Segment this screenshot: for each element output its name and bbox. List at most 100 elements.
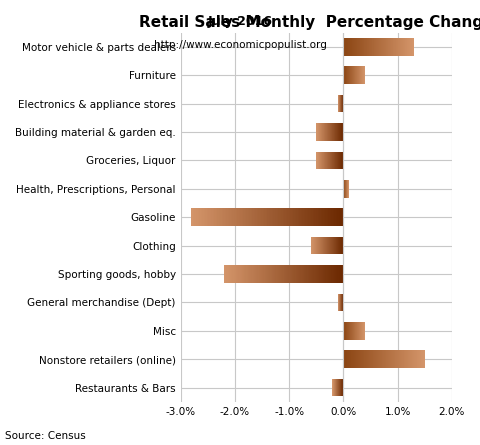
Bar <box>269 208 270 226</box>
Bar <box>360 38 361 56</box>
Bar <box>403 38 404 56</box>
Bar <box>304 208 305 226</box>
Bar <box>357 350 358 368</box>
Bar <box>399 350 400 368</box>
Bar <box>363 38 364 56</box>
Bar <box>330 208 331 226</box>
Bar <box>262 265 264 283</box>
Bar <box>336 208 337 226</box>
Bar <box>257 208 258 226</box>
Bar <box>210 208 211 226</box>
Bar <box>396 350 397 368</box>
Bar <box>319 208 321 226</box>
Bar <box>395 350 396 368</box>
Bar <box>256 265 257 283</box>
Bar <box>404 38 405 56</box>
Bar <box>325 208 326 226</box>
Bar <box>339 208 340 226</box>
Bar <box>340 265 341 283</box>
Bar <box>261 265 262 283</box>
Bar <box>266 208 267 226</box>
Bar <box>394 350 395 368</box>
Bar <box>416 350 417 368</box>
Bar <box>228 208 229 226</box>
Bar <box>348 350 349 368</box>
Bar <box>293 208 295 226</box>
Bar <box>396 38 397 56</box>
Bar <box>276 265 278 283</box>
Bar <box>316 265 317 283</box>
Bar <box>371 350 372 368</box>
Bar <box>235 265 236 283</box>
Bar <box>248 265 249 283</box>
Bar <box>348 38 349 56</box>
Bar <box>322 265 323 283</box>
Bar <box>208 208 210 226</box>
Bar <box>268 265 269 283</box>
Bar <box>320 265 321 283</box>
Bar <box>409 38 410 56</box>
Bar <box>292 265 293 283</box>
Bar <box>271 265 272 283</box>
Bar <box>401 38 402 56</box>
Bar <box>362 350 363 368</box>
Bar <box>264 208 266 226</box>
Bar <box>207 208 208 226</box>
Bar <box>309 265 310 283</box>
Bar <box>199 208 201 226</box>
Bar <box>243 265 244 283</box>
Bar <box>402 350 403 368</box>
Bar <box>343 38 344 56</box>
Bar <box>278 208 279 226</box>
Bar <box>388 38 389 56</box>
Bar <box>258 208 260 226</box>
Bar <box>389 38 390 56</box>
Bar <box>345 38 346 56</box>
Bar <box>383 350 384 368</box>
Bar <box>299 265 300 283</box>
Bar <box>418 350 419 368</box>
Bar <box>193 208 194 226</box>
Bar <box>263 208 264 226</box>
Bar <box>347 350 348 368</box>
Bar <box>317 265 318 283</box>
Bar <box>390 38 391 56</box>
Bar <box>413 350 414 368</box>
Bar <box>281 208 283 226</box>
Bar <box>317 208 319 226</box>
Bar <box>370 38 371 56</box>
Bar <box>353 38 354 56</box>
Bar <box>254 208 255 226</box>
Bar <box>302 208 304 226</box>
Bar <box>240 265 242 283</box>
Bar <box>380 38 381 56</box>
Bar <box>388 350 389 368</box>
Bar <box>219 208 220 226</box>
Bar <box>377 38 378 56</box>
Bar <box>324 208 325 226</box>
Bar <box>352 350 353 368</box>
Bar <box>194 208 196 226</box>
Bar <box>264 265 266 283</box>
Bar <box>398 350 399 368</box>
Bar <box>359 350 360 368</box>
Bar <box>298 265 299 283</box>
Bar <box>311 265 312 283</box>
Bar <box>386 350 387 368</box>
Title: Retail Sales Monthly  Percentage Change: Retail Sales Monthly Percentage Change <box>139 15 480 30</box>
Bar <box>307 208 309 226</box>
Bar <box>368 38 369 56</box>
Bar <box>420 350 421 368</box>
Bar <box>328 208 330 226</box>
Bar <box>411 38 412 56</box>
Bar <box>273 265 274 283</box>
Bar <box>240 208 241 226</box>
Bar <box>237 265 239 283</box>
Bar <box>395 38 396 56</box>
Bar <box>361 350 362 368</box>
Bar <box>308 265 309 283</box>
Bar <box>315 265 316 283</box>
Bar <box>259 265 260 283</box>
Bar <box>392 38 393 56</box>
Bar <box>297 265 298 283</box>
